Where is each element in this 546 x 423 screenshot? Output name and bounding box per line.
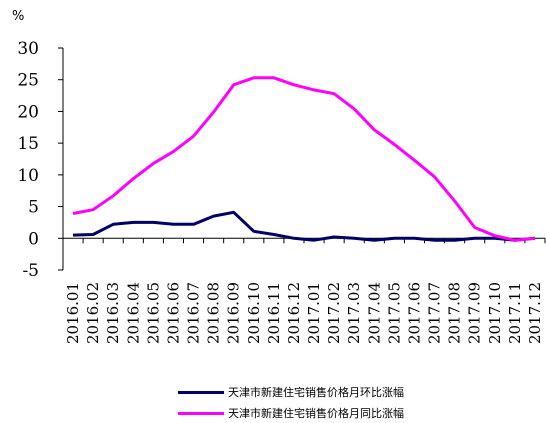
x-tick-label: 2016.09 [225,282,243,344]
x-tick-label: 2016.06 [164,282,182,344]
x-tick-label: 2017.07 [426,282,444,344]
y-tick-label: 30 [17,39,39,59]
y-unit-label: % [12,9,24,24]
x-tick-label: 2016.07 [185,282,203,344]
x-tick-label: 2016.11 [265,282,283,344]
y-tick-label: 25 [17,71,39,91]
x-tick-label: 2017.08 [446,282,464,344]
y-tick-label: 0 [28,229,39,249]
x-tick-label: 2016.03 [104,282,122,344]
x-tick-label: 2016.10 [245,282,263,344]
legend-label-mom: 天津市新建住宅销售价格月环比涨幅 [228,386,404,399]
x-tick-label: 2017.04 [365,282,383,344]
x-tick-label: 2017.02 [325,282,343,344]
x-tick-label: 2017.05 [385,282,403,344]
y-tick-label: 20 [17,102,39,122]
x-tick-label: 2017.11 [506,282,524,344]
legend-label-yoy: 天津市新建住宅销售价格月同比涨幅 [228,407,404,420]
y-tick-labels: -5 0 5 10 15 20 25 30 [17,39,39,281]
x-tick-label: 2017.09 [466,282,484,344]
x-tick-label: 2016.04 [124,282,142,344]
x-tick-label: 2016.08 [205,282,223,344]
x-tick-label: 2016.05 [144,282,162,344]
x-tick-label: 2017.01 [305,282,323,344]
series-lines [72,76,536,242]
legend-item-yoy: 天津市新建住宅销售价格月同比涨幅 [178,405,404,421]
y-tick-label: 5 [28,198,39,218]
x-tick-label: 2017.06 [405,282,423,344]
y-tick-label: 10 [17,166,39,186]
x-tick-label: 2016.01 [64,282,82,344]
series-line-mom [72,210,536,242]
x-tick-label: 2016.12 [285,282,303,344]
x-tick-label: 2017.10 [486,282,504,344]
x-tick-label: 2017.12 [526,282,544,344]
x-tick-label: 2017.03 [345,282,363,344]
legend-swatch-mom [178,390,224,394]
x-tick-labels: 2016.01 2016.02 2016.03 2016.04 2016.05 2016.… [64,282,544,344]
axes [58,47,546,271]
legend-swatch-yoy [178,411,224,415]
x-tick-label: 2016.02 [84,282,102,344]
y-tick-label: 15 [17,134,39,154]
series-line-yoy [72,76,536,242]
y-tick-label: -5 [22,261,39,281]
legend-item-mom: 天津市新建住宅销售价格月环比涨幅 [178,384,404,400]
